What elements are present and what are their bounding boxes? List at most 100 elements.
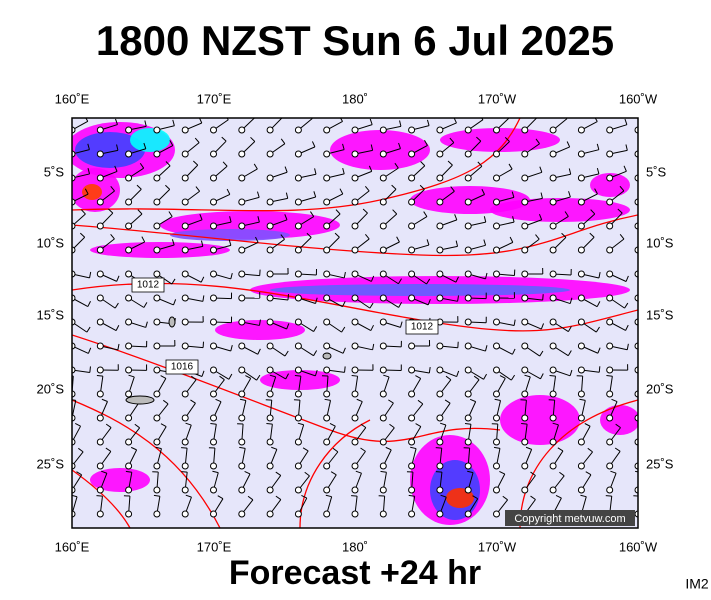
wind-barb-flag: [508, 163, 513, 170]
wind-barb-flag: [485, 272, 488, 279]
wind-barb-flag: [464, 422, 472, 425]
wind-station: [125, 294, 133, 302]
wind-barb-flag: [598, 366, 601, 373]
wind-barb: [637, 225, 638, 226]
wind-station: [549, 246, 557, 254]
wind-station: [521, 174, 529, 182]
wind-station: [379, 486, 387, 494]
wind-barb-flag: [644, 424, 649, 428]
wind-barb-flag: [477, 161, 483, 167]
wind-station: [436, 126, 444, 134]
wind-barb-flag: [171, 239, 175, 246]
wind-barb-flag: [415, 423, 422, 427]
wind-barb-flag: [450, 186, 455, 192]
wind-station: [436, 390, 444, 398]
wind-station: [96, 198, 104, 206]
wind-station: [436, 342, 444, 350]
wind-station: [436, 174, 444, 182]
wind-station: [521, 222, 529, 230]
isobar-label: 1012: [411, 322, 434, 333]
wind-station: [181, 390, 189, 398]
wind-barb-flag: [484, 345, 488, 352]
wind-barb-flag: [504, 136, 510, 142]
lon-label-bottom: 170˚W: [478, 539, 517, 554]
wind-barb-flag: [342, 143, 345, 150]
wind-station: [153, 174, 161, 182]
wind-barb-flag: [625, 324, 629, 331]
wind-station: [436, 366, 444, 374]
wind-barb-flag: [569, 297, 573, 304]
lon-label-top: 160˚W: [619, 91, 658, 106]
wind-barb-flag: [391, 184, 397, 190]
wind-station: [238, 198, 246, 206]
wind-station: [436, 150, 444, 158]
wind-barb-flag: [369, 302, 374, 309]
wind-station: [153, 126, 161, 134]
wind-station: [464, 366, 472, 374]
wind-barb-flag: [567, 350, 572, 356]
wind-station: [96, 390, 104, 398]
wind-barb-flag: [424, 140, 428, 146]
wind-station: [323, 150, 331, 158]
wind-barb-flag: [540, 192, 543, 199]
wind-barb-flag: [440, 422, 447, 426]
wind-barb-flag: [370, 324, 374, 331]
wind-barb-flag: [86, 326, 91, 333]
wind-barb-flag: [368, 165, 373, 172]
wind-station: [379, 318, 387, 326]
wind-station: [606, 342, 614, 350]
wind-barb-flag: [284, 350, 289, 357]
wind-barb-flag: [134, 423, 140, 429]
wind-barb-flag: [84, 188, 89, 195]
wind-station: [549, 414, 557, 422]
wind-barb-flag: [230, 272, 233, 280]
wind-barb-flag: [212, 470, 219, 474]
wind-barb-flag: [538, 214, 543, 220]
wind-station: [210, 294, 217, 302]
wind-station: [294, 222, 302, 230]
wind-station: [408, 462, 416, 470]
wind-station: [323, 126, 331, 134]
lat-label-right: 15˚S: [646, 307, 674, 322]
wind-station: [577, 222, 585, 230]
wind-station: [549, 318, 557, 326]
wind-barb-flag: [449, 137, 455, 143]
wind-station: [493, 318, 500, 326]
island: [168, 316, 176, 328]
lat-label-left: 10˚S: [37, 235, 65, 250]
wind-barb-flag: [280, 234, 285, 240]
wind-station: [323, 366, 331, 374]
precip-area: [75, 132, 145, 168]
map-frame: [71, 117, 639, 529]
wind-station: [96, 510, 104, 518]
wind-station: [379, 414, 387, 422]
wind-station: [96, 462, 104, 470]
isobar: [72, 334, 501, 442]
wind-barb-flag: [229, 216, 232, 223]
wind-barb-flag: [144, 120, 147, 127]
wind-station: [294, 510, 302, 518]
lon-label-top: 170˚W: [478, 91, 517, 106]
wind-barb-flag: [559, 471, 565, 477]
wind-barb-flag: [521, 423, 528, 425]
wind-barb-flag: [329, 423, 336, 427]
wind-barb-flag: [284, 166, 288, 173]
wind-barb-flag: [226, 118, 229, 121]
wind-station: [294, 486, 302, 494]
wind-station: [323, 510, 331, 518]
wind-station: [210, 462, 217, 470]
wind-station: [379, 246, 387, 254]
wind-station: [493, 294, 500, 302]
wind-station: [577, 462, 585, 470]
wind-barb-flag: [285, 192, 289, 199]
wind-station: [436, 270, 444, 278]
wind-barb-flag: [304, 471, 310, 477]
wind-barb-flag: [525, 446, 532, 450]
wind-station: [238, 318, 246, 326]
wind-barb-flag: [287, 294, 289, 301]
wind-barb-flag: [653, 279, 656, 284]
wind-station: [549, 342, 557, 350]
wind-station: [379, 126, 387, 134]
wind-station: [577, 246, 585, 254]
wind-station: [464, 462, 472, 470]
